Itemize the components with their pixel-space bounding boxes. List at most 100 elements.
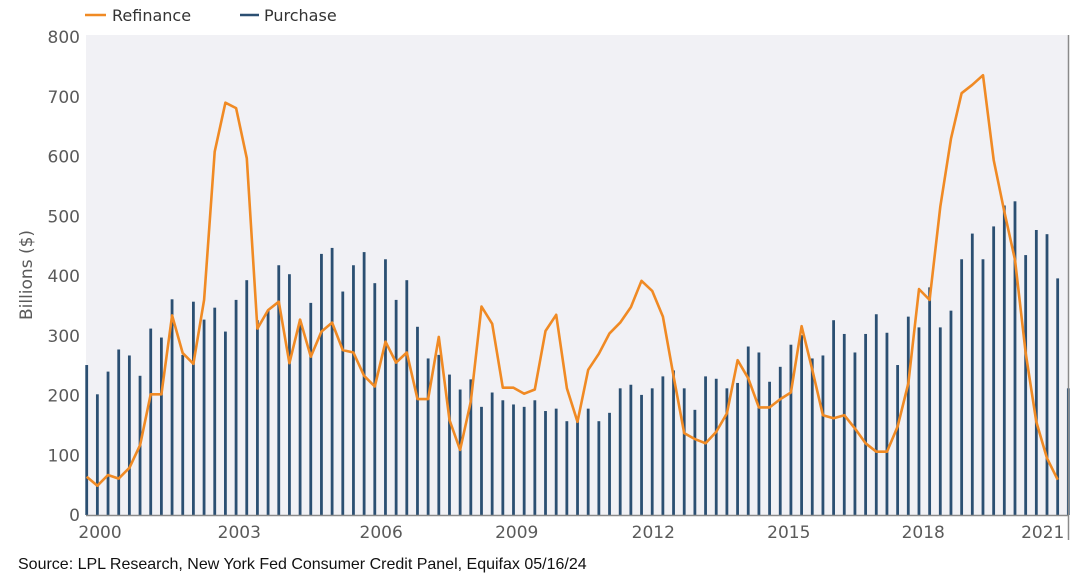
x-tick-label: 2012 [632, 523, 675, 543]
purchase-bar [928, 287, 932, 515]
purchase-bar [85, 365, 89, 515]
legend-label-purchase: Purchase [264, 6, 337, 25]
purchase-bar [629, 384, 633, 515]
x-tick-label: 2015 [767, 523, 810, 543]
purchase-bar [853, 352, 857, 515]
purchase-bar [970, 233, 974, 515]
purchase-bar [437, 354, 441, 515]
purchase-bar [821, 355, 825, 515]
purchase-bar [352, 265, 355, 515]
purchase-bar [202, 319, 206, 515]
purchase-bar [394, 299, 398, 515]
purchase-bar [778, 366, 782, 515]
purchase-bar [917, 327, 921, 515]
purchase-bars [85, 201, 1070, 516]
purchase-bar [725, 388, 729, 515]
purchase-bar [992, 226, 996, 515]
purchase-bar [213, 307, 217, 515]
x-tick-label: 2021 [1021, 523, 1064, 543]
purchase-bar [789, 344, 793, 515]
purchase-bar [330, 247, 334, 516]
purchase-bar [192, 301, 195, 515]
purchase-bar [149, 328, 153, 515]
purchase-bar [597, 421, 601, 515]
purchase-bar [768, 381, 771, 515]
legend-item-purchase: Purchase [240, 6, 337, 25]
purchase-bar [533, 400, 537, 515]
purchase-bar [501, 400, 505, 515]
purchase-bar [234, 299, 238, 515]
purchase-bar [714, 378, 718, 515]
purchase-bar [661, 376, 665, 515]
legend-label-refinance: Refinance [112, 6, 191, 25]
y-tick-label: 100 [48, 446, 80, 466]
purchase-bar [906, 316, 910, 515]
purchase-bar [490, 392, 494, 515]
purchase-bar [1013, 201, 1017, 515]
purchase-bar [320, 253, 323, 515]
purchase-bar [704, 376, 707, 515]
purchase-bar [960, 259, 964, 515]
purchase-bar [608, 412, 611, 515]
purchase-bar [736, 382, 739, 515]
purchase-bar [384, 259, 387, 515]
purchase-bar [309, 302, 313, 515]
purchase-bar [874, 314, 878, 515]
purchase-bar [106, 371, 110, 515]
purchase-bar [672, 370, 675, 515]
y-tick-label: 600 [48, 148, 80, 168]
purchase-bar [757, 352, 761, 515]
purchase-bar [693, 409, 697, 515]
y-tick-label: 200 [48, 387, 80, 407]
purchase-bar [544, 411, 547, 515]
x-tick-label: 2006 [360, 523, 403, 543]
purchase-bar [576, 421, 579, 515]
purchase-bar [266, 310, 270, 515]
purchase-bar [95, 394, 99, 515]
purchase-bar [896, 365, 900, 515]
purchase-bar [522, 406, 526, 515]
purchase-bar [127, 355, 131, 515]
y-axis-label: Billions ($) [17, 230, 37, 320]
purchase-bar [554, 408, 558, 515]
purchase-bar [885, 332, 889, 515]
purchase-bar [586, 408, 590, 515]
purchase-bar [864, 333, 868, 515]
x-tick-label: 2000 [78, 523, 121, 543]
y-tick-labels: 0 100 200 300 400 500 600 700 800 [48, 28, 80, 526]
x-tick-label: 2003 [218, 523, 261, 543]
purchase-bar [159, 337, 163, 515]
purchase-bar [981, 259, 985, 515]
y-tick-label: 400 [48, 267, 80, 287]
purchase-bar [682, 388, 686, 515]
purchase-bar [373, 283, 377, 515]
y-tick-label: 500 [48, 207, 80, 227]
purchase-bar [949, 310, 953, 515]
x-tick-labels: 2000 2003 2006 2009 2012 2015 2018 2021 [78, 523, 1064, 543]
purchase-bar [170, 299, 174, 515]
purchase-bar [256, 320, 259, 515]
purchase-bar [1002, 205, 1006, 515]
purchase-bar [298, 319, 302, 515]
purchase-bar [405, 280, 409, 515]
purchase-bar [618, 388, 622, 515]
purchase-bar [181, 354, 185, 515]
purchase-bar [469, 379, 473, 515]
refinance-line [85, 73, 1059, 488]
purchase-bar [640, 394, 643, 515]
purchase-bar [746, 346, 750, 515]
purchase-bar [448, 374, 451, 515]
purchase-bar [512, 404, 515, 515]
purchase-bar [1056, 278, 1060, 515]
legend-item-refinance: Refinance [85, 6, 191, 25]
purchase-bar [1034, 229, 1038, 515]
x-tick-label: 2018 [902, 523, 945, 543]
purchase-bar [938, 327, 942, 515]
purchase-bar [288, 274, 291, 515]
purchase-bar [458, 389, 462, 515]
y-tick-label: 700 [48, 88, 80, 108]
y-tick-label: 0 [69, 506, 80, 526]
x-tick-label: 2009 [495, 523, 538, 543]
y-tick-label: 800 [48, 28, 80, 48]
